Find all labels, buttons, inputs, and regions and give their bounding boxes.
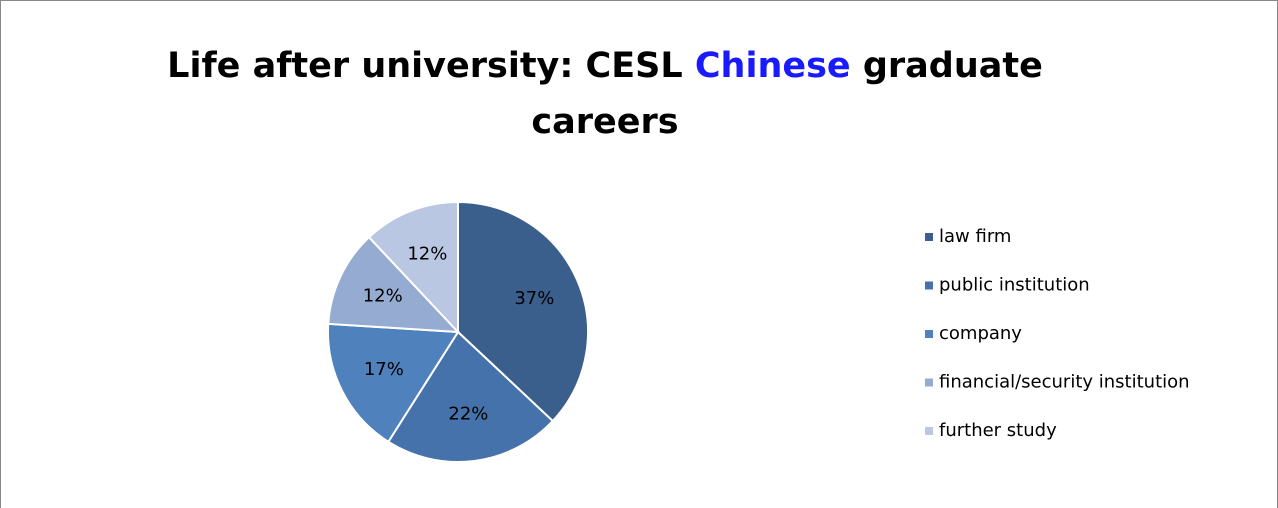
legend-swatch (925, 330, 933, 338)
data-label: 37% (514, 288, 554, 309)
data-label: 12% (363, 286, 403, 307)
legend-swatch (925, 378, 933, 387)
legend-swatch (925, 233, 933, 241)
legend-label: public institution (939, 275, 1090, 296)
legend-swatch (925, 281, 933, 290)
title-part: graduate careers (531, 46, 1043, 142)
legend-swatch (925, 427, 933, 435)
legend-label: financial/security institution (939, 372, 1190, 393)
pie-slice (327, 322, 460, 444)
title-highlight: Chinese (694, 46, 851, 86)
pie-slice (367, 200, 459, 335)
chart-title: Life after university: CESL Chinese grad… (155, 38, 1055, 150)
data-label: 17% (364, 359, 404, 380)
title-part: Life after university: CESL (167, 46, 683, 86)
legend-label: further study (939, 420, 1057, 441)
pie-slice (457, 200, 589, 423)
data-label: 12% (407, 244, 447, 265)
pie-slice (327, 235, 461, 334)
pie-slice (386, 330, 555, 463)
data-label: 22% (448, 404, 488, 425)
legend-label: law firm (939, 226, 1011, 247)
legend-label: company (939, 323, 1022, 344)
